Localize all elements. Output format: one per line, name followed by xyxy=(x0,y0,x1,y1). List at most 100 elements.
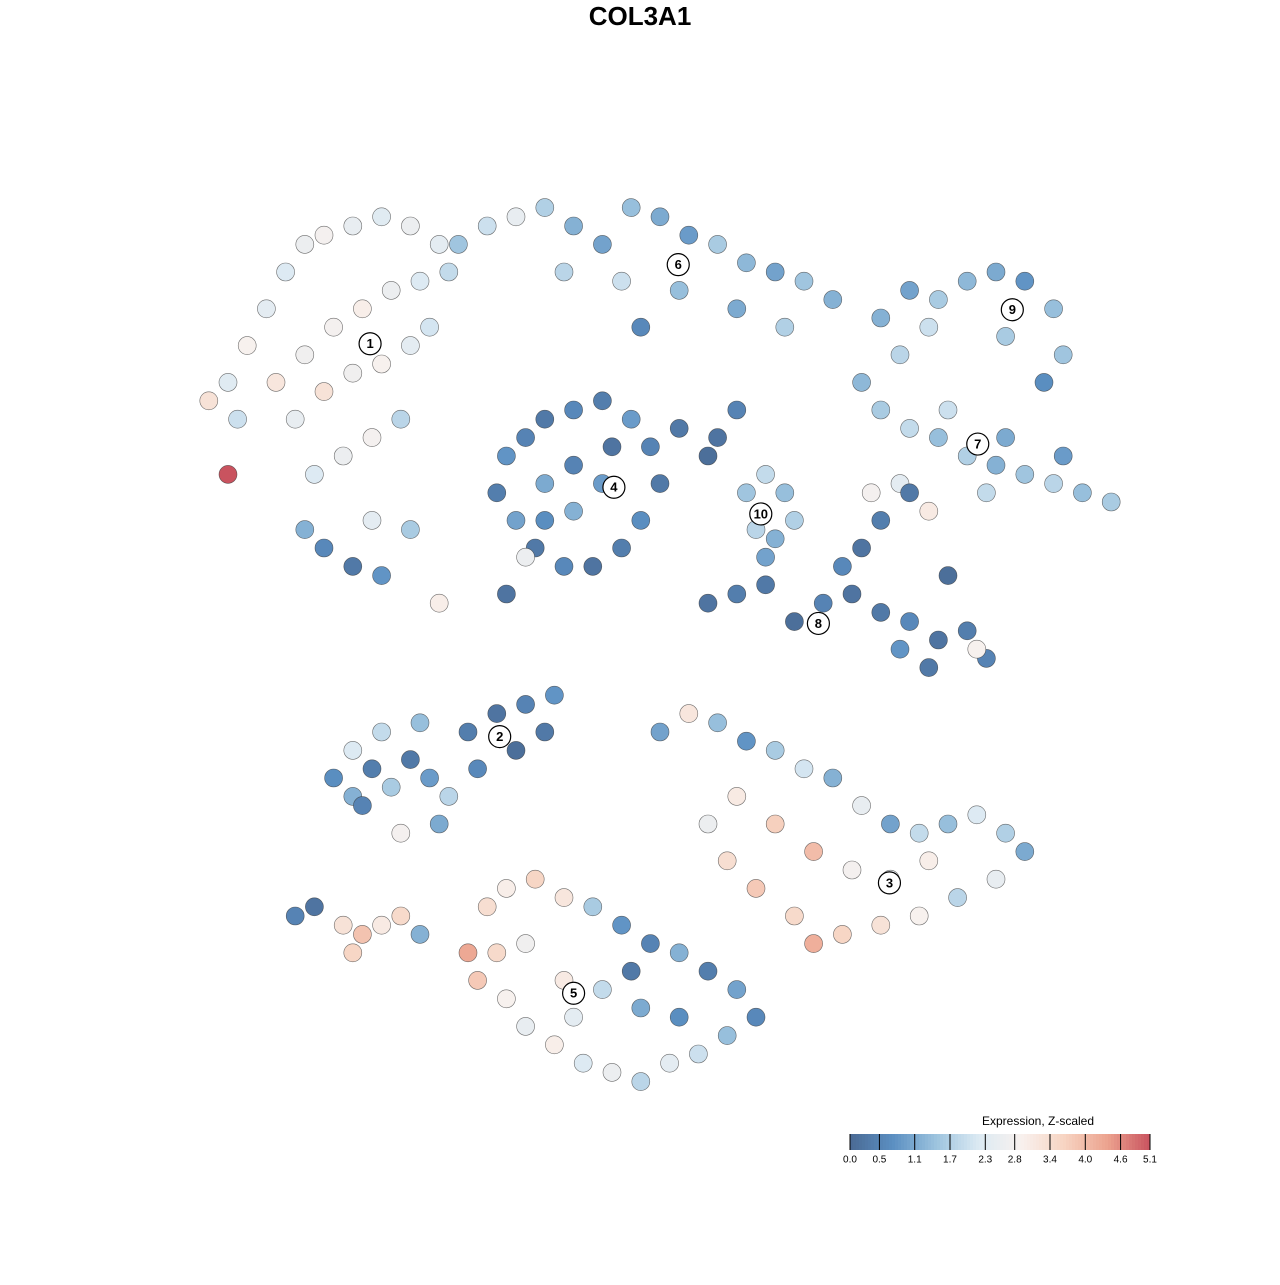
point xyxy=(535,511,555,530)
colorbar-segment xyxy=(1069,1134,1073,1150)
colorbar-segment xyxy=(1051,1134,1055,1150)
point xyxy=(967,639,987,659)
point xyxy=(842,584,862,604)
colorbar-segment xyxy=(1117,1134,1121,1150)
cluster-marker xyxy=(749,502,773,526)
point xyxy=(977,483,996,503)
point xyxy=(909,823,929,843)
colorbar-segment xyxy=(1120,1134,1124,1150)
colorbar-segment xyxy=(1009,1134,1013,1150)
point xyxy=(593,391,612,411)
point xyxy=(564,501,583,521)
point xyxy=(996,327,1015,346)
cluster-label: 3 xyxy=(886,875,893,890)
colorbar-segment xyxy=(1003,1134,1007,1150)
point xyxy=(650,474,670,493)
point xyxy=(276,262,295,282)
point xyxy=(641,437,660,457)
colorbar-segment xyxy=(862,1134,866,1150)
colorbar-segment xyxy=(1078,1134,1082,1150)
cluster-marker xyxy=(1000,298,1024,322)
point xyxy=(842,860,862,880)
point xyxy=(554,262,574,282)
colorbar-segment xyxy=(889,1134,893,1150)
point xyxy=(564,400,583,420)
point xyxy=(593,980,612,999)
point xyxy=(871,915,891,935)
point xyxy=(295,520,315,539)
colorbar-segment xyxy=(1063,1134,1067,1150)
colorbar-segment xyxy=(1147,1134,1151,1150)
colorbar-segment xyxy=(958,1134,962,1150)
colorbar-segment xyxy=(1087,1134,1091,1150)
point xyxy=(583,897,603,917)
point xyxy=(1015,842,1035,861)
point xyxy=(199,391,219,411)
point xyxy=(641,934,660,953)
colorbar-segment xyxy=(931,1134,935,1150)
colorbar-segment xyxy=(1093,1134,1097,1150)
point xyxy=(871,400,891,420)
point xyxy=(669,943,689,963)
point xyxy=(804,842,823,861)
point xyxy=(410,925,430,944)
point xyxy=(554,557,574,576)
point xyxy=(497,989,516,1009)
point xyxy=(372,354,391,374)
point xyxy=(497,446,516,466)
colorbar-segment xyxy=(1081,1134,1085,1150)
colorbar-segment xyxy=(883,1134,887,1150)
colorbar-segment xyxy=(850,1134,854,1150)
colorbar-tick-label: 0.0 xyxy=(843,1155,857,1166)
colorbar-segment xyxy=(871,1134,875,1150)
colorbar-segment xyxy=(1018,1134,1022,1150)
colorbar-segment xyxy=(973,1134,977,1150)
point xyxy=(1015,465,1035,484)
point xyxy=(631,998,651,1018)
point xyxy=(314,225,334,245)
point xyxy=(429,235,449,254)
colorbar-segment xyxy=(991,1134,995,1150)
point xyxy=(929,428,948,447)
point xyxy=(996,428,1015,447)
point xyxy=(487,704,507,723)
chart-title: COL3A1 xyxy=(589,1,692,31)
point xyxy=(698,814,718,834)
point xyxy=(372,207,391,227)
point xyxy=(650,207,670,227)
point xyxy=(957,271,977,291)
cluster-marker xyxy=(877,871,902,895)
point xyxy=(477,897,497,917)
point xyxy=(401,520,420,539)
point xyxy=(765,262,785,282)
colorbar-segment xyxy=(922,1134,926,1150)
colorbar-segment xyxy=(1015,1134,1019,1150)
point xyxy=(708,235,727,254)
point xyxy=(756,465,775,484)
point xyxy=(737,253,756,273)
point xyxy=(333,915,353,935)
point xyxy=(458,722,478,742)
point xyxy=(785,612,804,631)
point xyxy=(679,225,699,245)
colorbar-title: Expression, Z-scaled xyxy=(982,1114,1094,1128)
colorbar-segment xyxy=(886,1134,890,1150)
point xyxy=(660,1053,679,1073)
colorbar-segment xyxy=(1090,1134,1094,1150)
point xyxy=(612,538,631,558)
colorbar-segment xyxy=(1006,1134,1010,1150)
colorbar-segment xyxy=(1033,1134,1037,1150)
point xyxy=(929,630,948,650)
colorbar-segment xyxy=(865,1134,869,1150)
colorbar-segment xyxy=(1111,1134,1115,1150)
point xyxy=(420,317,439,337)
point xyxy=(900,483,919,503)
point xyxy=(468,971,487,990)
colorbar-tick-label: 0.5 xyxy=(872,1155,886,1166)
cluster-label: 5 xyxy=(570,986,577,1001)
cluster-marker xyxy=(806,611,831,636)
colorbar-segment xyxy=(967,1134,971,1150)
point xyxy=(477,216,497,236)
point xyxy=(516,428,535,447)
point xyxy=(756,547,775,567)
